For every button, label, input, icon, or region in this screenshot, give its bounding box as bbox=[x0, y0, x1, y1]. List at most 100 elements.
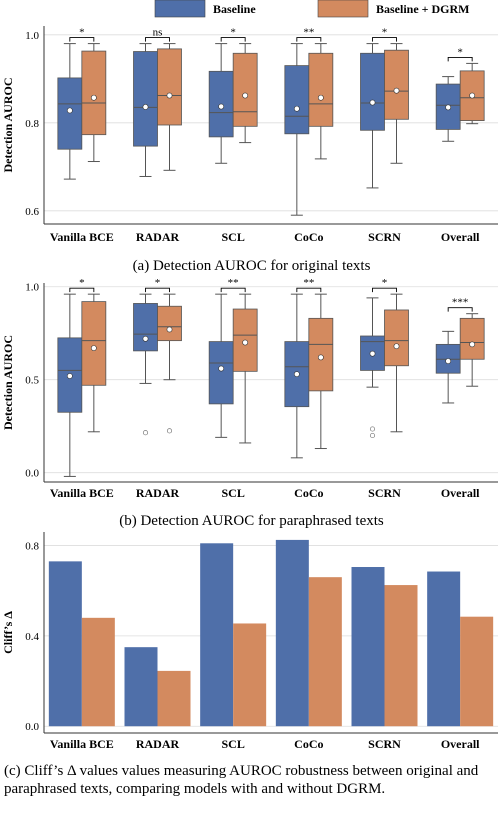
significance-bracket bbox=[220, 37, 246, 42]
bar bbox=[275, 539, 309, 727]
significance-bracket bbox=[447, 56, 473, 62]
box-mean-marker bbox=[393, 343, 400, 350]
x-tick-label: CoCo bbox=[294, 230, 323, 244]
box-mean-marker bbox=[393, 87, 400, 94]
x-tick-label: Overall bbox=[441, 486, 480, 500]
legend-label-dgrm: Baseline + DGRM bbox=[376, 2, 470, 16]
significance-bracket bbox=[69, 287, 95, 293]
box-mean-marker bbox=[242, 339, 249, 346]
box-outlier bbox=[369, 426, 376, 432]
x-tick-label: Vanilla BCE bbox=[50, 230, 114, 244]
box-body bbox=[57, 77, 83, 150]
x-tick-label: CoCo bbox=[294, 486, 323, 500]
significance-bracket bbox=[372, 37, 397, 42]
significance-label: * bbox=[230, 27, 236, 39]
significance-label: *** bbox=[452, 297, 469, 309]
significance-label: ** bbox=[303, 27, 314, 39]
bar bbox=[427, 571, 461, 727]
significance-label: ns bbox=[153, 27, 163, 39]
significance-label: * bbox=[79, 27, 85, 39]
box-body bbox=[360, 52, 385, 131]
y-tick-label: 1.0 bbox=[25, 30, 39, 42]
y-axis-label: Cliff’s Δ bbox=[1, 611, 15, 654]
x-tick-label: RADAR bbox=[136, 230, 180, 244]
box-body bbox=[232, 308, 258, 372]
box-mean-marker bbox=[369, 99, 376, 106]
box-body bbox=[157, 305, 182, 342]
caption-a: (a) Detection AUROC for original texts bbox=[132, 258, 371, 274]
box-outlier bbox=[369, 432, 376, 439]
box-outlier bbox=[142, 430, 149, 436]
x-tick-label: SCL bbox=[221, 230, 244, 244]
significance-bracket bbox=[145, 287, 170, 293]
box-mean-marker bbox=[66, 107, 73, 114]
y-axis-label: Detection AUROC bbox=[1, 78, 15, 173]
x-tick-label: Vanilla BCE bbox=[50, 486, 114, 500]
box-body bbox=[308, 317, 334, 392]
y-tick-label: 0.6 bbox=[25, 206, 39, 218]
significance-label: ** bbox=[303, 277, 314, 289]
box-mean-marker bbox=[142, 104, 149, 110]
box-body bbox=[459, 70, 485, 121]
box-mean-marker bbox=[166, 92, 173, 99]
x-tick-label: Overall bbox=[441, 230, 480, 244]
x-tick-label: SCL bbox=[221, 486, 244, 500]
x-tick-label: SCRN bbox=[368, 486, 401, 500]
x-tick-label: CoCo bbox=[294, 737, 323, 751]
significance-bracket bbox=[145, 37, 170, 42]
box-mean-marker bbox=[369, 350, 376, 357]
bar bbox=[81, 617, 115, 727]
significance-bracket bbox=[372, 287, 397, 293]
box-body bbox=[232, 52, 258, 127]
bar bbox=[351, 567, 385, 727]
bar bbox=[460, 616, 494, 727]
significance-bracket bbox=[296, 287, 322, 293]
box-mean-marker bbox=[317, 94, 324, 101]
significance-bracket bbox=[447, 307, 473, 312]
bar bbox=[200, 543, 234, 727]
box-body bbox=[384, 309, 409, 367]
legend-swatch-dgrm bbox=[317, 0, 369, 18]
x-tick-label: SCRN bbox=[368, 230, 401, 244]
box-mean-marker bbox=[445, 104, 452, 111]
y-tick-label: 0.8 bbox=[25, 118, 39, 130]
box-mean-marker bbox=[469, 92, 476, 99]
box-mean-marker bbox=[293, 105, 300, 112]
y-tick-label: 1.0 bbox=[25, 282, 39, 294]
significance-label: * bbox=[382, 27, 388, 39]
box-body bbox=[133, 51, 158, 147]
x-tick-label: SCRN bbox=[368, 737, 401, 751]
box-mean-marker bbox=[317, 354, 324, 361]
significance-bracket bbox=[69, 37, 95, 42]
box-body bbox=[81, 50, 107, 136]
box-body bbox=[208, 341, 234, 405]
bar bbox=[308, 577, 342, 727]
bar bbox=[384, 585, 418, 727]
significance-bracket bbox=[296, 37, 322, 42]
box-mean-marker bbox=[90, 345, 97, 351]
box-body bbox=[157, 48, 182, 126]
x-tick-label: Overall bbox=[441, 737, 480, 751]
caption-c: (c) Cliff’s Δ values values measuring AU… bbox=[4, 763, 479, 797]
box-body bbox=[384, 49, 409, 120]
legend-label-baseline: Baseline bbox=[213, 2, 256, 16]
bar bbox=[124, 647, 158, 727]
significance-label: * bbox=[457, 46, 463, 58]
box-mean-marker bbox=[66, 373, 73, 379]
box-body bbox=[133, 303, 158, 352]
significance-bracket bbox=[220, 287, 246, 293]
significance-label: ** bbox=[228, 277, 239, 289]
significance-label: * bbox=[79, 277, 85, 289]
y-tick-label: 0.8 bbox=[25, 541, 39, 553]
box-body bbox=[308, 52, 334, 127]
box-mean-marker bbox=[445, 358, 452, 365]
x-tick-label: SCL bbox=[221, 737, 244, 751]
box-mean-marker bbox=[242, 92, 249, 99]
box-mean-marker bbox=[469, 341, 476, 348]
box-mean-marker bbox=[166, 326, 173, 333]
y-tick-label: 0.5 bbox=[25, 375, 39, 387]
box-mean-marker bbox=[293, 371, 300, 378]
bar bbox=[233, 623, 267, 727]
box-body bbox=[81, 301, 107, 386]
